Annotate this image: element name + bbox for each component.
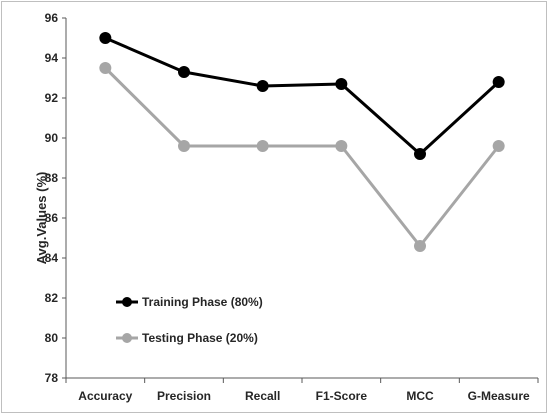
y-tick-label: 94 (45, 51, 59, 65)
y-tick-label: 84 (45, 251, 59, 265)
series-line (104, 66, 500, 248)
x-category-label: F1-Score (316, 389, 368, 403)
y-tick-label: 90 (45, 131, 59, 145)
data-point (492, 140, 505, 152)
x-category-label: Precision (157, 389, 211, 403)
y-tick-label: 80 (45, 331, 59, 345)
y-tick-label: 82 (45, 291, 59, 305)
legend-label: Training Phase (80%) (142, 295, 263, 309)
x-category-labels: Accuracy Precision Recall F1-Score MCC G-Meas… (78, 389, 530, 403)
data-point (178, 66, 190, 78)
legend-item: Training Phase (80%) (116, 295, 263, 309)
data-point (414, 240, 426, 252)
axes (62, 17, 539, 383)
series-layer (99, 32, 505, 252)
y-tick-label: 88 (45, 171, 59, 185)
x-category-label: G-Measure (468, 389, 530, 403)
y-axis-title: Avg.Values (%) (34, 172, 49, 265)
y-tick-label: 92 (45, 91, 59, 105)
data-point (256, 140, 269, 152)
x-category-label: Recall (245, 389, 280, 403)
legend-label: Testing Phase (20%) (142, 331, 258, 345)
data-point (99, 32, 112, 44)
x-category-label: Accuracy (78, 389, 132, 403)
data-point (335, 140, 348, 152)
y-tick-label: 86 (45, 211, 59, 225)
legend-swatch-marker (122, 333, 132, 343)
y-tick-label: 96 (45, 11, 59, 25)
y-tick-labels: 78 80 82 84 86 88 90 92 94 96 (45, 11, 59, 385)
series-line (104, 36, 500, 156)
series-testing (99, 62, 505, 252)
data-point (256, 80, 269, 92)
series-training (99, 32, 505, 160)
data-point (414, 148, 426, 160)
data-point (99, 62, 112, 74)
data-point (178, 140, 190, 152)
data-point (335, 78, 348, 90)
legend-item: Testing Phase (20%) (116, 331, 258, 345)
y-tick-label: 78 (45, 371, 59, 385)
legend-swatch-marker (122, 297, 132, 307)
data-point (492, 76, 505, 88)
x-category-label: MCC (406, 389, 434, 403)
legend: Training Phase (80%) Testing Phase (20%) (116, 295, 263, 345)
